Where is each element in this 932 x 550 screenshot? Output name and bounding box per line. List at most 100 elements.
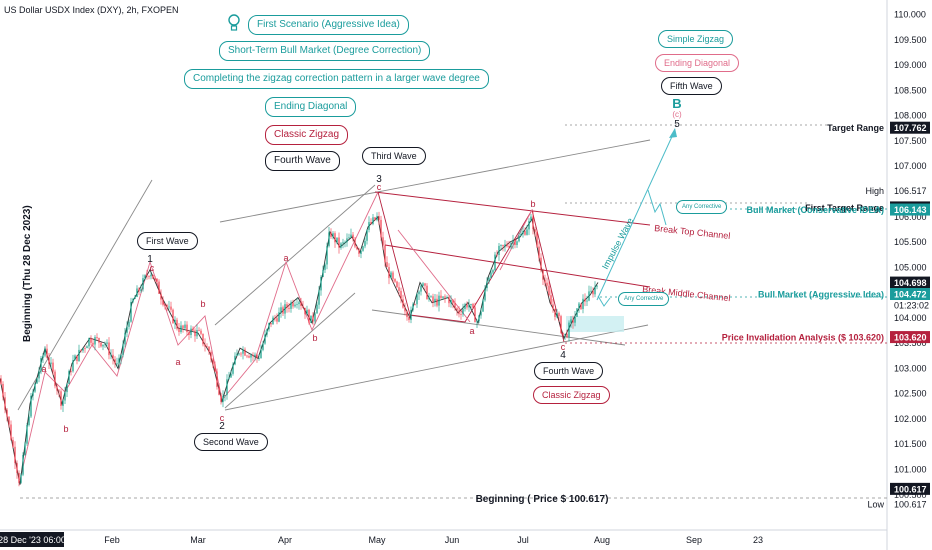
- candle-body: [568, 322, 570, 337]
- candle-body: [220, 394, 222, 402]
- wave-labels: 1 c c 2 3 c c 4 B (c) 5 a b a b a b a b: [41, 96, 682, 434]
- candle-body: [204, 344, 206, 347]
- channel-line-left: [17, 179, 153, 411]
- candle-body: [216, 371, 218, 387]
- wave-cc-label: (c): [672, 110, 682, 119]
- candle-body: [422, 283, 424, 286]
- candle-body: [144, 275, 146, 279]
- candle-body: [290, 302, 292, 309]
- candle-body: [10, 424, 12, 440]
- conservative-squiggle: [647, 189, 667, 226]
- candle-body: [396, 281, 398, 288]
- candle-body: [132, 298, 134, 302]
- minor-a-1: a: [41, 364, 46, 374]
- price-label-bg-0: [890, 121, 930, 134]
- projection-zone: [566, 316, 624, 332]
- candle-body: [32, 391, 34, 396]
- classic-zigzag-2-text: Classic Zigzag: [542, 390, 601, 400]
- candle-body: [468, 305, 470, 308]
- impulse-wave-arrow: [596, 129, 676, 301]
- price-tick-8: 106.000: [894, 212, 927, 222]
- candle-body: [48, 357, 50, 364]
- fourth-wave-text: Fourth Wave: [274, 155, 331, 166]
- price-tick-9: 105.500: [894, 237, 927, 247]
- second-wave-callout: Second Wave: [194, 433, 268, 451]
- candle-body: [182, 325, 184, 329]
- candle-body: [492, 270, 494, 273]
- ending-diagonal-text: Ending Diagonal: [274, 101, 348, 112]
- candle-body: [60, 391, 62, 406]
- candle-body: [254, 354, 256, 356]
- candle-body: [50, 362, 52, 364]
- first-wave-zigzag: [19, 261, 151, 481]
- candle-body: [474, 307, 476, 323]
- short-term-callout: Short-Term Bull Market (Degree Correctio…: [219, 41, 431, 61]
- candle-body: [464, 304, 466, 309]
- price-tick-14: 103.000: [894, 363, 927, 373]
- price-tick-13: 103.500: [894, 338, 927, 348]
- candle-body: [550, 295, 552, 305]
- candle-body: [476, 321, 478, 323]
- candle-body: [256, 354, 258, 359]
- candle-body: [386, 262, 388, 268]
- candle-body: [8, 416, 10, 425]
- candle-body: [296, 304, 298, 305]
- candle-body: [522, 231, 524, 234]
- channel-lower: [224, 324, 649, 411]
- candle-body: [392, 272, 394, 279]
- candle-body: [454, 303, 456, 309]
- wave-B-label: B: [672, 96, 681, 111]
- price-tick-18: 101.000: [894, 465, 927, 475]
- candle-body: [14, 446, 16, 464]
- candle-body: [130, 301, 132, 322]
- candle-body: [390, 272, 392, 279]
- candle-body: [88, 338, 90, 347]
- price-label-0: 107.762: [894, 123, 927, 133]
- candle-body: [38, 371, 40, 379]
- candle-body: [278, 312, 280, 322]
- candle-body: [410, 309, 412, 320]
- candle-body: [570, 319, 572, 323]
- candle-body: [528, 221, 530, 230]
- minor-b-1: b: [63, 424, 68, 434]
- time-tick-4: May: [368, 535, 386, 545]
- candle-body: [482, 300, 484, 312]
- candle-body: [180, 325, 182, 332]
- price-label-1: 106.517: [894, 186, 927, 196]
- candle-body: [320, 277, 322, 291]
- wave-3-c-label: c: [377, 182, 382, 192]
- candle-body: [460, 314, 462, 315]
- candle-body: [400, 290, 402, 300]
- candle-body: [240, 353, 242, 355]
- candle-body: [494, 254, 496, 270]
- candle-body: [448, 297, 450, 304]
- candle-body: [512, 240, 514, 244]
- candle-body: [334, 233, 336, 243]
- candle-body: [62, 400, 64, 406]
- candle-body: [480, 311, 482, 316]
- candle-body: [248, 356, 250, 358]
- minor-b-2: b: [200, 299, 205, 309]
- candle-body: [260, 349, 262, 359]
- wave-2-c-label: c: [220, 413, 225, 423]
- time-tick-7: Aug: [594, 535, 610, 545]
- candle-body: [282, 307, 284, 314]
- candle-body: [544, 279, 546, 283]
- candle-body: [298, 302, 300, 305]
- price-tick-2: 109.000: [894, 60, 927, 70]
- candle-body: [466, 304, 468, 308]
- candle-body: [592, 290, 594, 295]
- candle-body: [322, 269, 324, 277]
- candle-body: [150, 274, 152, 277]
- third-wave-callout: Third Wave: [362, 147, 426, 165]
- candle-body: [118, 358, 120, 364]
- candle-body: [308, 309, 310, 323]
- candle-body: [548, 285, 550, 296]
- candle-body: [168, 306, 170, 308]
- candle-body: [284, 304, 286, 314]
- candle-body: [188, 332, 190, 335]
- candle-body: [346, 238, 348, 243]
- candle-body: [178, 328, 180, 332]
- minor-b-3: b: [312, 333, 317, 343]
